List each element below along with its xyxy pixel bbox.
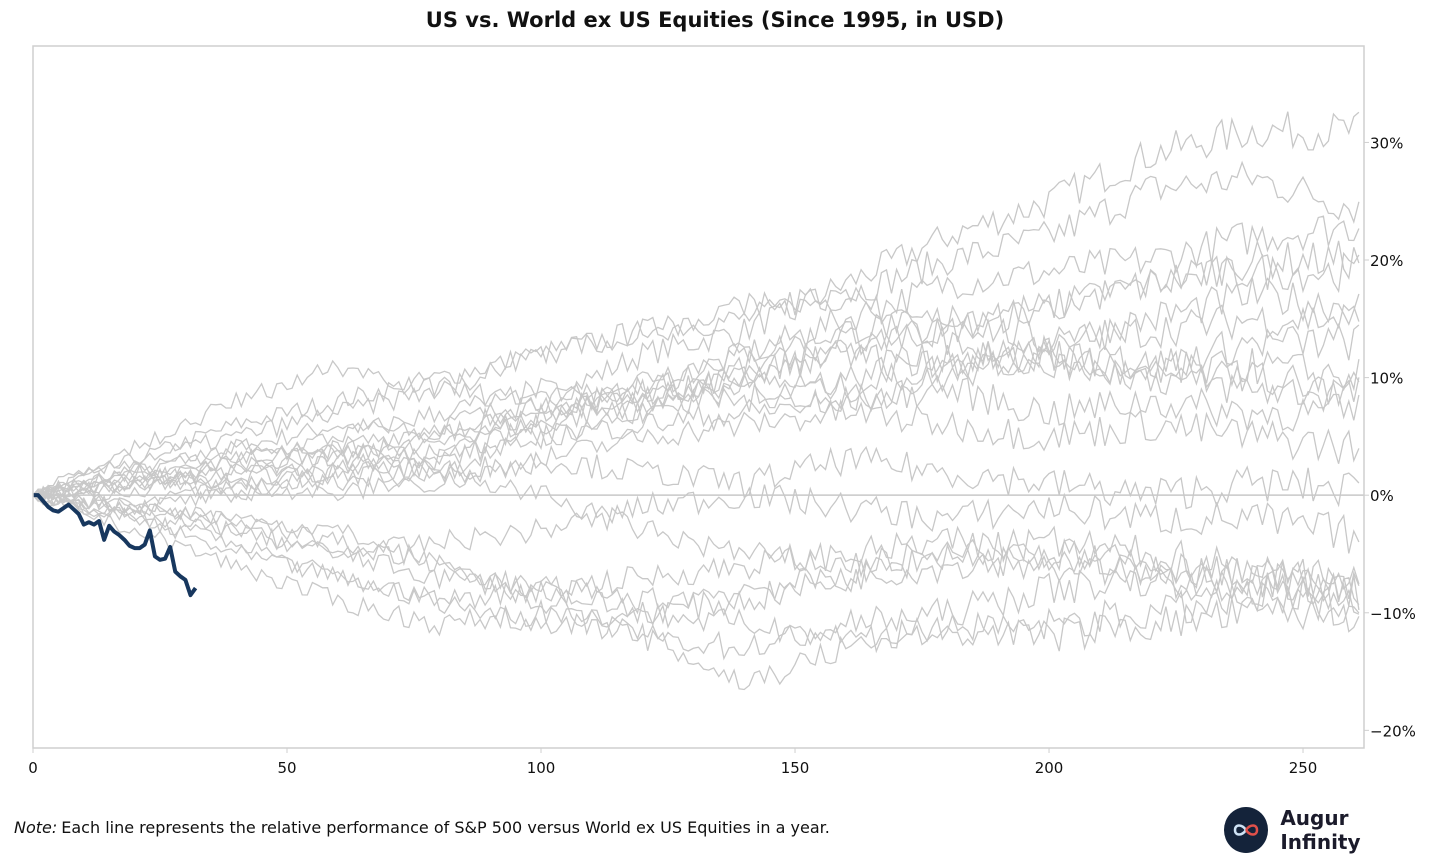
x-tick-label: 200 — [1035, 759, 1064, 777]
background-series-line-3 — [32, 239, 1360, 502]
plot-frame — [32, 45, 1365, 749]
x-tick-label: 150 — [781, 759, 810, 777]
background-series-line-0 — [32, 111, 1360, 503]
x-tick-label: 250 — [1289, 759, 1318, 777]
background-series-line-5 — [32, 277, 1360, 501]
y-tick-label: −10% — [1370, 605, 1416, 623]
background-series-line-20 — [32, 442, 1360, 606]
note-text: Each line represents the relative perfor… — [61, 818, 830, 837]
y-tick-label: 0% — [1370, 487, 1394, 505]
chart-title: US vs. World ex US Equities (Since 1995,… — [425, 8, 1005, 32]
background-series-line-18 — [32, 494, 1360, 654]
y-tick-label: 30% — [1370, 134, 1403, 152]
background-series-line-9 — [32, 339, 1360, 496]
background-series-line-21 — [32, 286, 1360, 497]
background-series-line-17 — [32, 494, 1360, 661]
brand: Augur Infinity — [1224, 806, 1430, 854]
background-series-line-10 — [32, 377, 1360, 499]
infinity-logo-icon — [1224, 807, 1269, 853]
axis-layer: 0 50 100 150 200 250 30% 20% 10% 0% −10% −20% — [28, 134, 1416, 777]
chart-note: Note: Each line represents the relative p… — [14, 818, 830, 837]
x-tick-label: 50 — [277, 759, 296, 777]
series-layer — [32, 111, 1364, 691]
y-tick-label: −20% — [1370, 722, 1416, 740]
line-chart: 0 50 100 150 200 250 30% 20% 10% 0% −10% −20% — [28, 45, 1416, 777]
background-series-line-12 — [32, 445, 1360, 510]
background-series-line-7 — [32, 322, 1360, 502]
background-series-line-16 — [32, 492, 1360, 615]
x-tick-label: 0 — [28, 759, 38, 777]
background-series-line-6 — [32, 303, 1360, 503]
background-series-line-1 — [32, 160, 1360, 496]
background-series-line-15 — [32, 489, 1360, 627]
background-series-line-11 — [32, 398, 1360, 515]
highlight-series-line — [33, 493, 198, 598]
x-tick-label: 100 — [527, 759, 556, 777]
y-tick-label: 20% — [1370, 252, 1403, 270]
background-series-line-4 — [32, 251, 1360, 514]
background-series-line-19 — [32, 490, 1360, 691]
background-series-line-13 — [32, 484, 1360, 561]
note-label: Note: — [14, 818, 58, 837]
brand-name: Augur Infinity — [1280, 806, 1361, 854]
y-tick-label: 10% — [1370, 370, 1403, 388]
background-series-line-14 — [32, 488, 1360, 598]
